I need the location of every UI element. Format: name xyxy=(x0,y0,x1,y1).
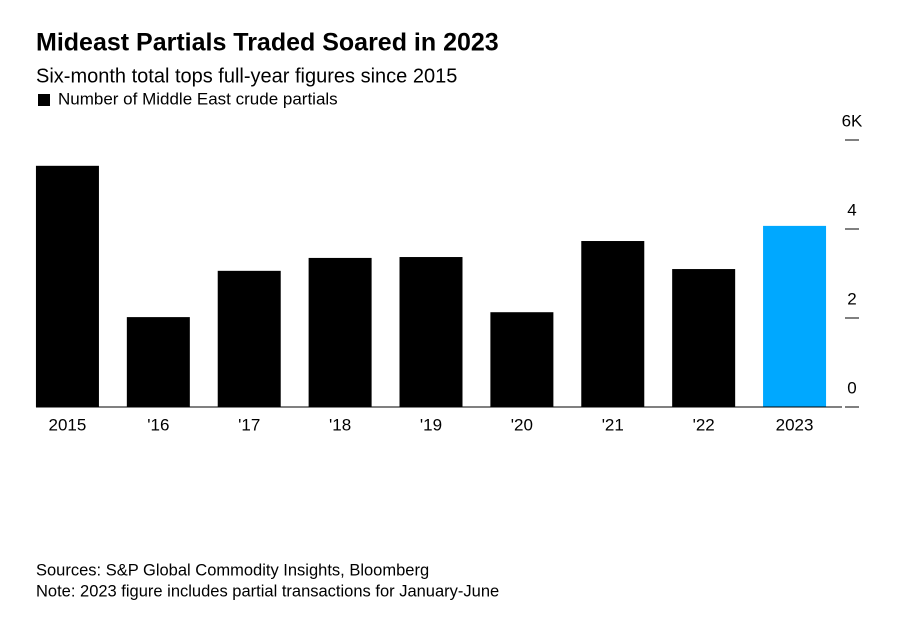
bar xyxy=(126,317,190,407)
bar xyxy=(581,241,645,407)
legend-swatch xyxy=(38,94,50,106)
y-tick-label: 0 xyxy=(847,378,856,397)
bar xyxy=(217,270,281,407)
y-tick-label: 4 xyxy=(847,200,856,219)
x-tick-label: '19 xyxy=(420,415,442,434)
y-tick-label: 6K xyxy=(842,111,863,130)
y-tick-label: 2 xyxy=(847,289,856,308)
chart-subtitle: Six-month total tops full-year figures s… xyxy=(36,65,457,87)
bar xyxy=(308,257,372,407)
x-tick-label: '17 xyxy=(238,415,260,434)
x-tick-label: '16 xyxy=(147,415,169,434)
bar xyxy=(35,165,99,407)
x-tick-label: '22 xyxy=(693,415,715,434)
bar xyxy=(490,312,554,407)
x-tick-label: '18 xyxy=(329,415,351,434)
source: Sources: S&P Global Commodity Insights, … xyxy=(36,561,429,579)
bar xyxy=(399,257,463,407)
x-tick-label: 2023 xyxy=(776,415,814,434)
x-tick-label: '20 xyxy=(511,415,533,434)
legend-label: Number of Middle East crude partials xyxy=(58,89,338,108)
chart-title: Mideast Partials Traded Soared in 2023 xyxy=(36,29,499,57)
x-tick-label: 2015 xyxy=(49,415,87,434)
bar xyxy=(763,225,827,407)
note: Note: 2023 figure includes partial trans… xyxy=(36,582,499,600)
x-tick-label: '21 xyxy=(602,415,624,434)
bar xyxy=(672,269,736,407)
